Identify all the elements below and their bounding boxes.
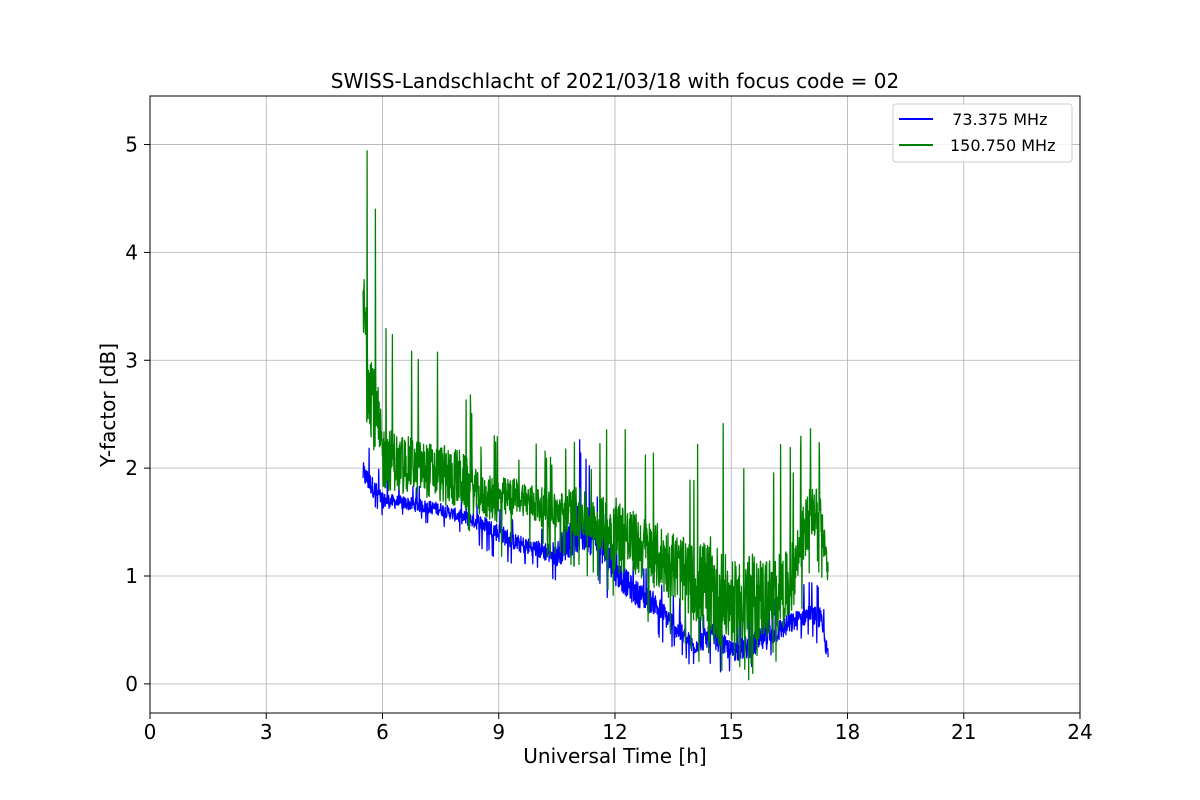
y-tick-label: 2 [125,456,138,480]
y-tick-label: 5 [125,133,138,157]
x-axis-label: Universal Time [h] [523,744,706,768]
legend-label-150-mhz: 150.750 MHz [950,136,1055,155]
x-tick-label: 18 [835,720,860,744]
y-tick-label: 0 [125,672,138,696]
y-axis-ticks: 0 1 2 3 4 5 [125,133,150,696]
x-tick-label: 0 [144,720,157,744]
y-tick-label: 3 [125,348,138,372]
x-tick-label: 21 [951,720,976,744]
chart-title: SWISS-Landschlacht of 2021/03/18 with fo… [331,69,899,93]
x-tick-label: 3 [260,720,273,744]
legend-label-73-mhz: 73.375 MHz [942,110,1047,129]
x-tick-label: 24 [1067,720,1092,744]
series-line-1 [362,150,829,681]
series-layer [362,150,829,681]
legend-box [892,103,1073,163]
x-tick-label: 6 [376,720,389,744]
x-tick-label: 9 [492,720,505,744]
y-tick-label: 1 [125,564,138,588]
x-axis-ticks: 0 3 6 9 12 15 18 21 24 [144,713,1093,744]
x-tick-label: 12 [602,720,627,744]
y-axis-label: Y-factor [dB] [96,343,120,468]
grid [149,96,1081,713]
legend: 73.375 MHz 150.750 MHz [892,103,1073,163]
y-tick-label: 4 [125,240,138,264]
x-tick-label: 15 [719,720,744,744]
